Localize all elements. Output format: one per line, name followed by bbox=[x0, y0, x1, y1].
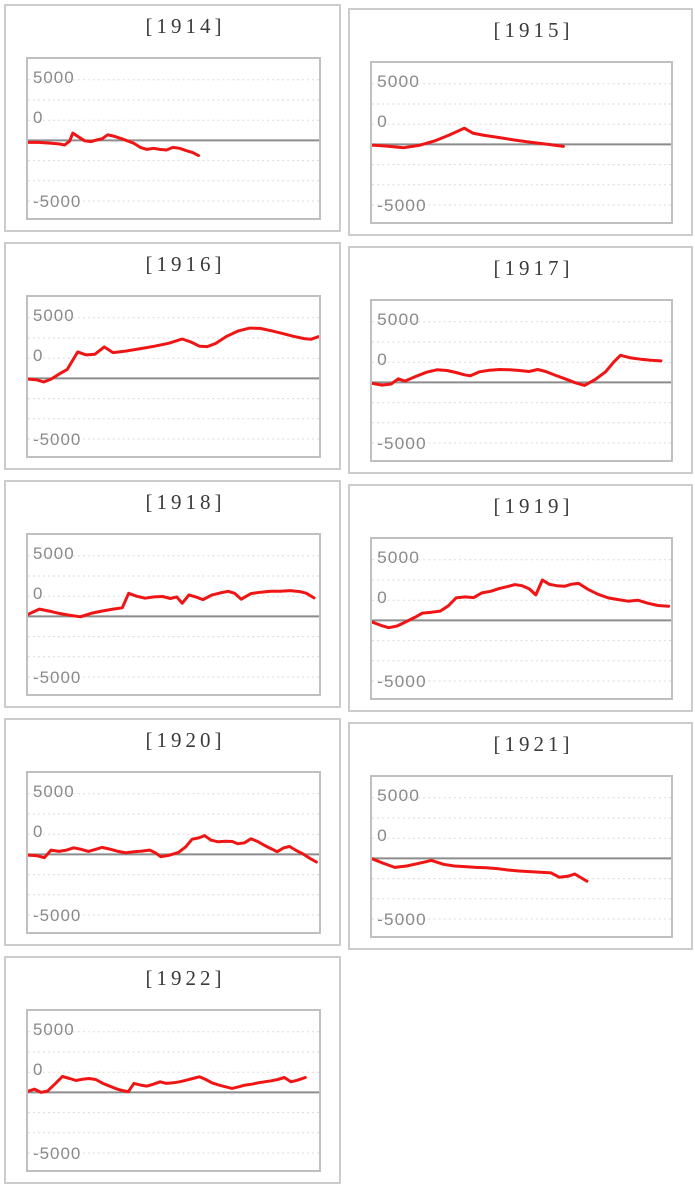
plot-canvas: 5000 0 -5000 bbox=[372, 71, 671, 215]
year-panel-1916: [1916] 5000 0 -5000 bbox=[4, 242, 341, 470]
y-tick-label: 0 bbox=[33, 346, 43, 365]
plot-area: 5000 0 -5000 bbox=[370, 775, 673, 938]
plot-canvas: 5000 0 -5000 bbox=[372, 309, 671, 453]
series-line bbox=[28, 326, 319, 384]
y-tick-label: 5000 bbox=[33, 782, 75, 801]
plot-canvas: 5000 0 -5000 bbox=[28, 544, 319, 687]
y-tick-label: 5000 bbox=[33, 544, 75, 563]
year-panel-1919: [1919] 5000 0 -5000 bbox=[348, 484, 693, 712]
y-tick-label: -5000 bbox=[33, 192, 81, 211]
panel-title: [1918] bbox=[145, 490, 226, 514]
plot-area: 5000 0 -5000 bbox=[370, 299, 673, 462]
series-line bbox=[28, 589, 316, 619]
plot-area: 5000 0 -5000 bbox=[26, 771, 321, 934]
panel-title: [1916] bbox=[145, 252, 226, 276]
y-tick-label: 0 bbox=[377, 587, 388, 607]
plot-canvas: 5000 0 -5000 bbox=[28, 68, 319, 211]
y-tick-label: 5000 bbox=[377, 785, 420, 805]
y-tick-label: -5000 bbox=[377, 433, 427, 453]
y-tick-label: -5000 bbox=[33, 668, 81, 687]
plot-area: 5000 0 -5000 bbox=[26, 57, 321, 220]
y-tick-label: -5000 bbox=[377, 671, 427, 691]
panel-title: [1917] bbox=[493, 256, 574, 280]
plot-canvas: 5000 0 -5000 bbox=[372, 785, 671, 929]
plot-canvas: 5000 0 -5000 bbox=[28, 1020, 319, 1163]
plot-canvas: 5000 0 -5000 bbox=[372, 547, 671, 691]
panel-title: [1914] bbox=[145, 14, 226, 38]
panel-title: [1919] bbox=[493, 494, 574, 518]
plot-area: 5000 0 -5000 bbox=[26, 1009, 321, 1172]
year-panel-1914: [1914] 5000 0 -5000 bbox=[4, 4, 341, 232]
y-tick-label: -5000 bbox=[33, 906, 81, 925]
y-tick-label: 5000 bbox=[33, 68, 75, 87]
y-tick-label: 0 bbox=[33, 822, 43, 841]
y-tick-label: -5000 bbox=[33, 1144, 81, 1163]
series-line bbox=[28, 834, 318, 864]
year-panel-1918: [1918] 5000 0 -5000 bbox=[4, 480, 341, 708]
y-tick-label: 5000 bbox=[377, 71, 420, 91]
y-tick-label: 0 bbox=[33, 584, 43, 603]
year-panel-1921: [1921] 5000 0 -5000 bbox=[348, 722, 693, 950]
year-panel-1920: [1920] 5000 0 -5000 bbox=[4, 718, 341, 946]
y-tick-label: 5000 bbox=[377, 547, 420, 567]
y-tick-label: 5000 bbox=[33, 1020, 75, 1039]
y-tick-label: 0 bbox=[377, 111, 388, 131]
plot-area: 5000 0 -5000 bbox=[370, 537, 673, 700]
y-tick-label: 0 bbox=[33, 1060, 43, 1079]
y-tick-label: 5000 bbox=[33, 306, 75, 325]
y-tick-label: -5000 bbox=[377, 195, 427, 215]
y-tick-label: 5000 bbox=[377, 309, 420, 329]
panel-title: [1922] bbox=[145, 966, 226, 990]
plot-area: 5000 0 -5000 bbox=[26, 295, 321, 458]
series-line bbox=[28, 131, 201, 158]
plot-area: 5000 0 -5000 bbox=[26, 533, 321, 696]
plot-canvas: 5000 0 -5000 bbox=[28, 306, 319, 449]
series-line bbox=[28, 1075, 307, 1094]
panel-title: [1915] bbox=[493, 18, 574, 42]
year-panel-1917: [1917] 5000 0 -5000 bbox=[348, 246, 693, 474]
year-panel-1922: [1922] 5000 0 -5000 bbox=[4, 956, 341, 1184]
series-line bbox=[372, 353, 663, 387]
y-tick-label: -5000 bbox=[33, 430, 81, 449]
series-line bbox=[372, 126, 565, 150]
plot-canvas: 5000 0 -5000 bbox=[28, 782, 319, 925]
year-panel-1915: [1915] 5000 0 -5000 bbox=[348, 8, 693, 236]
panel-title: [1921] bbox=[493, 732, 574, 756]
series-line bbox=[372, 578, 671, 630]
series-line bbox=[372, 857, 589, 883]
panel-title: [1920] bbox=[145, 728, 226, 752]
y-tick-label: 0 bbox=[33, 108, 43, 127]
plot-area: 5000 0 -5000 bbox=[370, 61, 673, 224]
y-tick-label: 0 bbox=[377, 349, 388, 369]
y-tick-label: -5000 bbox=[377, 909, 427, 929]
y-tick-label: 0 bbox=[377, 825, 388, 845]
